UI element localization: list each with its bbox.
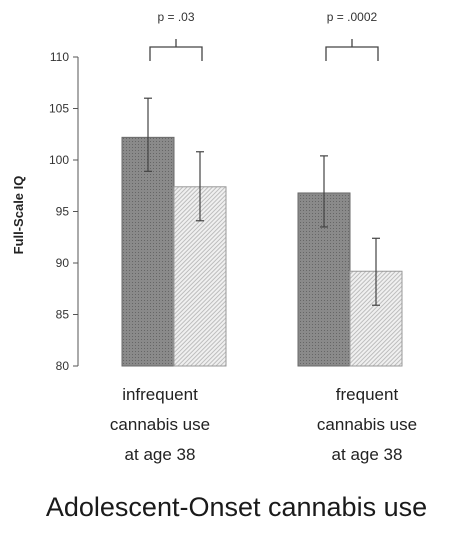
p-value-label: p = .03 [157,10,194,24]
y-tick-label: 95 [56,205,70,219]
y-tick-label: 85 [56,308,70,322]
category-label-line: at age 38 [124,445,196,464]
category-label-line: at age 38 [331,445,403,464]
bars [121,136,403,367]
y-tick-label: 100 [49,153,69,167]
category-label-line: frequent [335,385,399,404]
category-label-line: infrequent [122,385,198,404]
y-tick-label: 105 [49,102,69,116]
category-label-line: cannabis use [109,415,211,434]
category-label-frequent: frequent cannabis use at age 38 [282,380,452,470]
p-value-label: p = .0002 [327,10,378,24]
significance-bracket [325,39,379,61]
y-tick-label: 90 [56,256,70,270]
category-label-line: cannabis use [316,415,418,434]
significance-bracket [149,39,203,61]
x-axis-title: Adolescent-Onset cannabis use [45,492,428,522]
category-label-infrequent: infrequent cannabis use at age 38 [75,380,245,470]
y-tick-label: 110 [50,50,69,64]
significance-brackets: p = .03 p = .0002 [149,10,379,61]
y-tick-label: 80 [56,359,70,373]
y-axis-title: Full-Scale IQ [11,176,26,255]
bar-series1-cat1 [121,136,175,367]
y-axis: 80 85 90 95 100 105 110 [49,50,79,373]
error-bars [144,97,380,306]
